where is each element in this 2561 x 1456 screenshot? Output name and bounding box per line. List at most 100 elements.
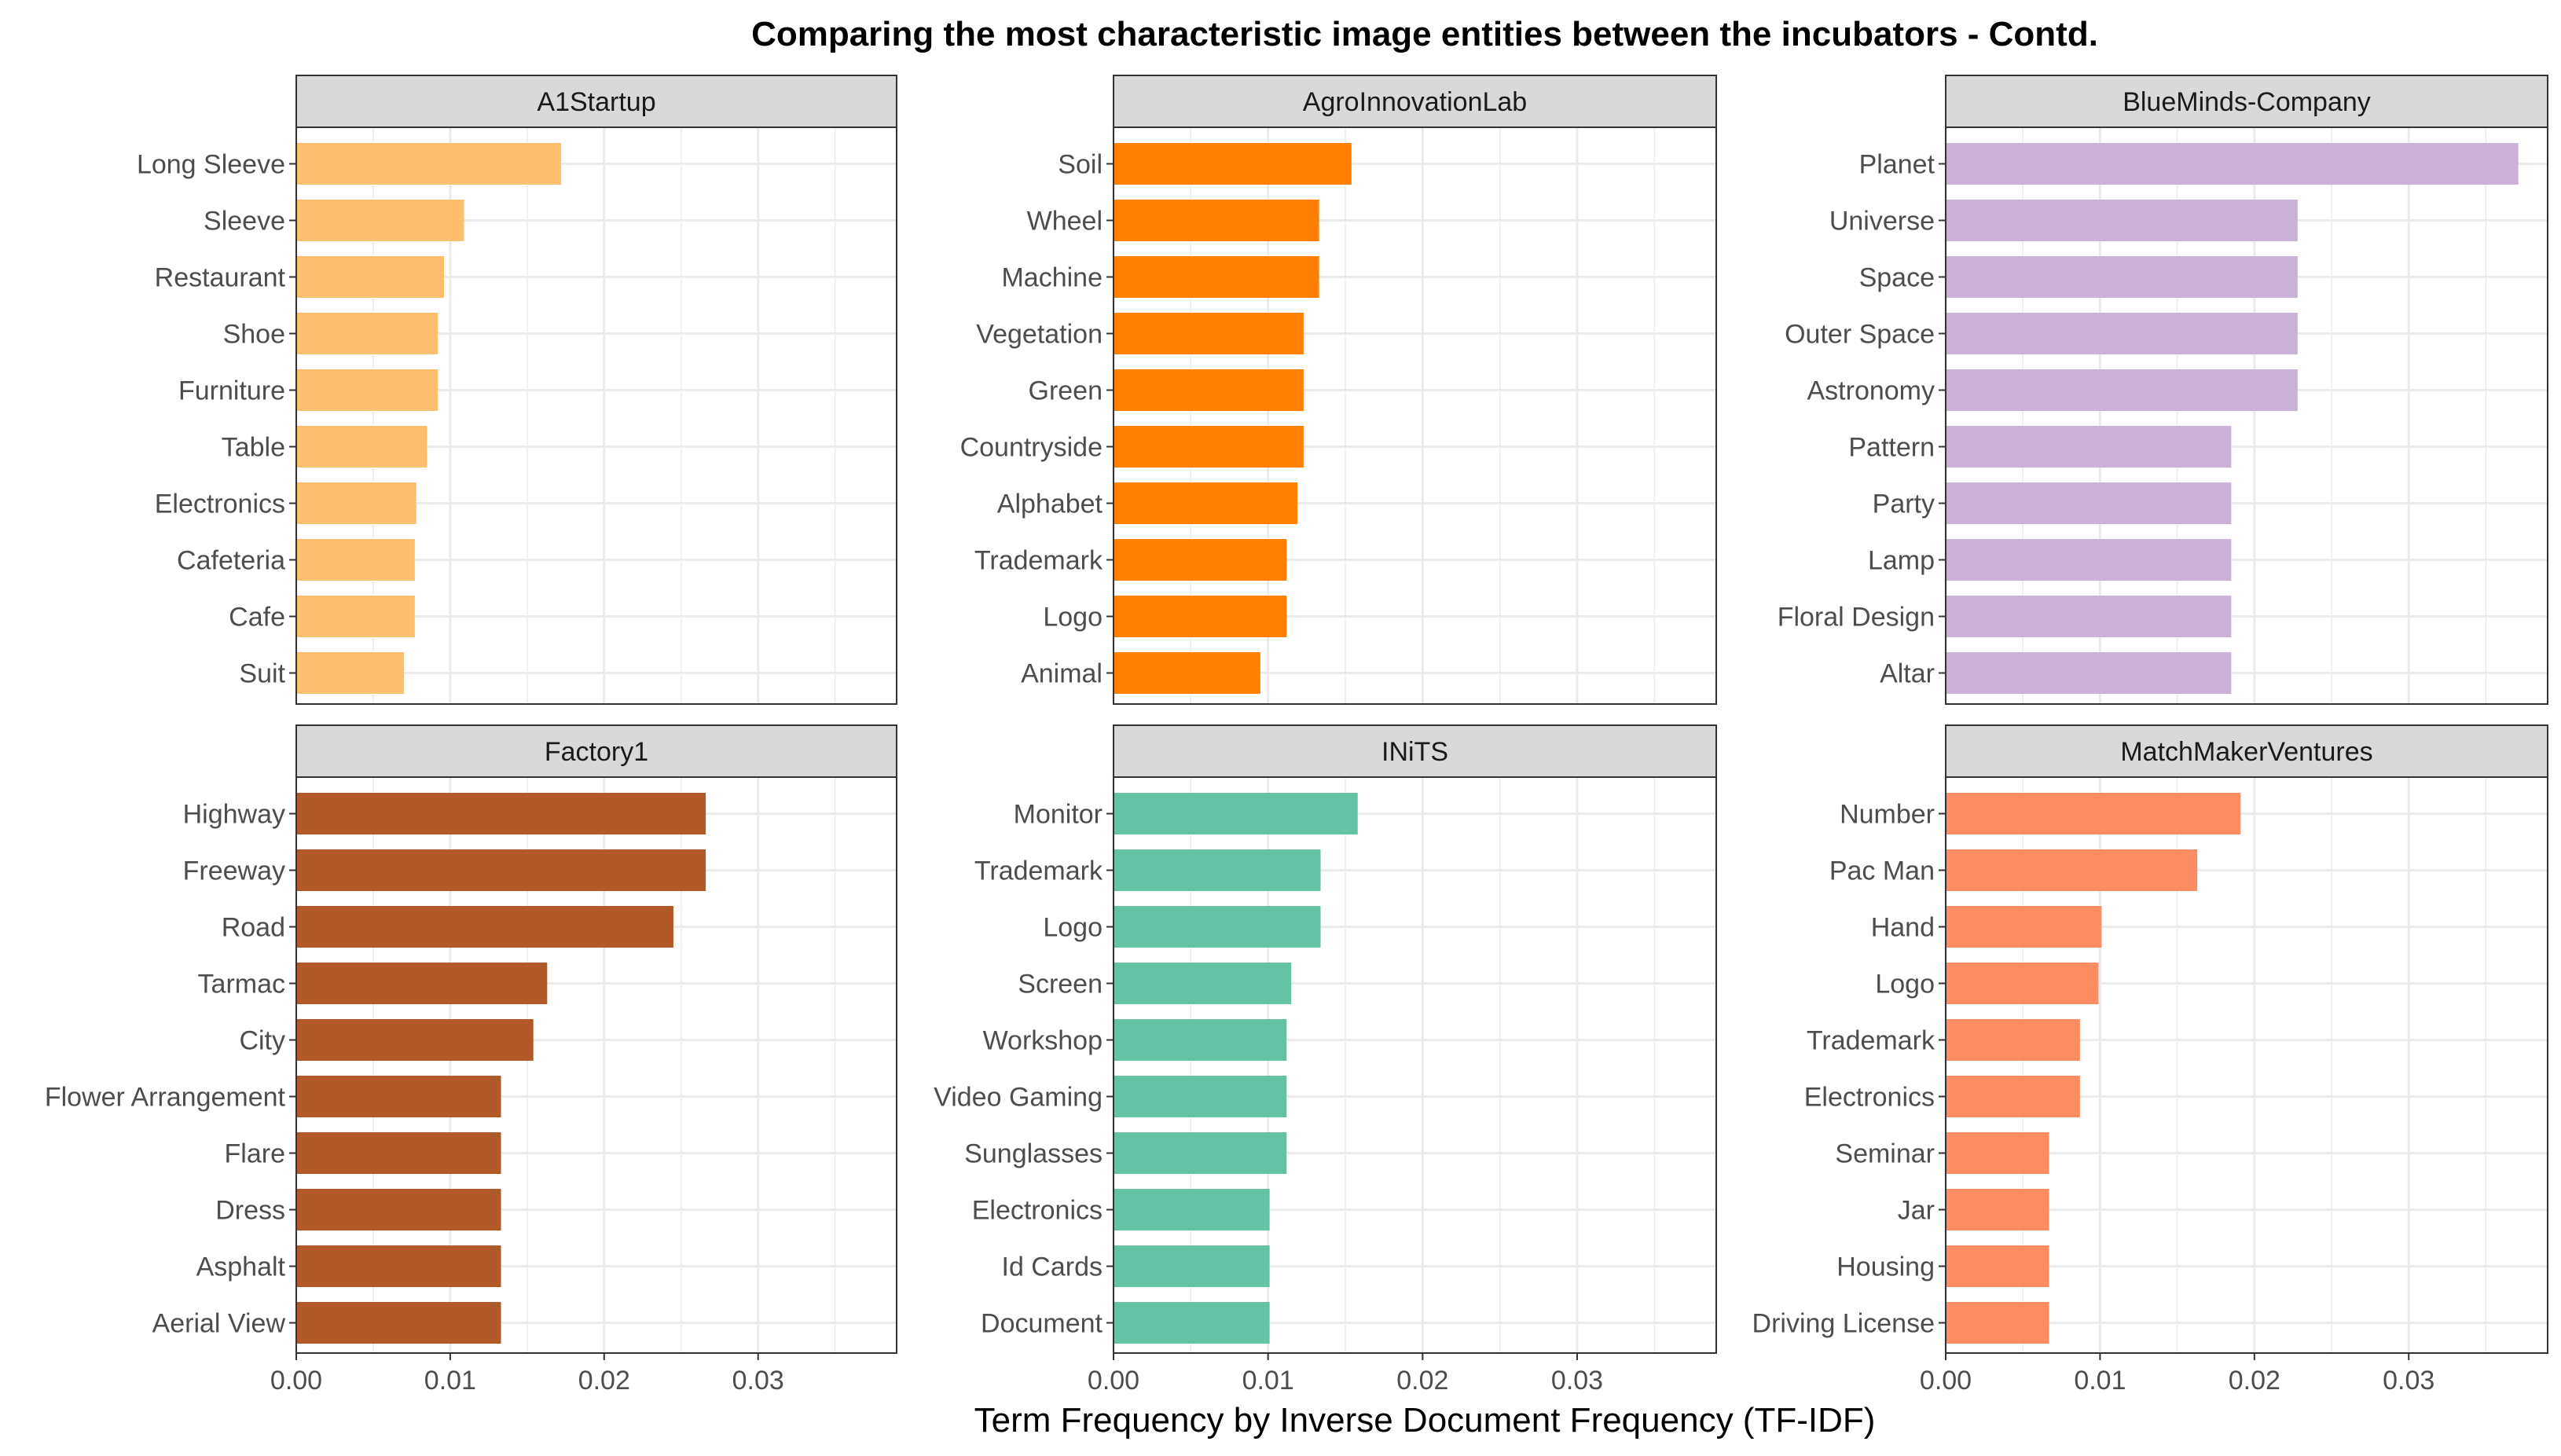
facet-strip — [1113, 75, 1717, 128]
bar-electronics — [1114, 1189, 1270, 1230]
y-tick-label: Restaurant — [155, 263, 286, 293]
y-tick-label: Trademark — [974, 546, 1103, 576]
facet-panels: A1Startup Long Sleeve Sleeve Restaurant Shoe… — [45, 75, 2548, 1395]
facet-strip — [1945, 75, 2548, 128]
y-tick-label: Freeway — [183, 856, 285, 886]
y-tick-label: Aerial View — [152, 1309, 286, 1339]
y-tick-label: Electronics — [155, 490, 285, 519]
panel-border — [1945, 127, 2548, 705]
y-tick-label: Asphalt — [196, 1252, 286, 1282]
bar-animal — [1114, 652, 1260, 694]
panel-border — [295, 776, 897, 1354]
x-tick-label: 0.00 — [270, 1366, 322, 1395]
bar-soil — [1114, 143, 1352, 185]
y-tick-label: Dress — [215, 1196, 285, 1226]
bar-cafeteria — [296, 539, 415, 581]
x-tick-label: 0.02 — [2229, 1366, 2280, 1395]
y-tick-label: Sleeve — [204, 207, 285, 237]
y-tick-label: Monitor — [1014, 800, 1103, 830]
bar-planet — [1946, 143, 2519, 185]
bar-monitor — [1114, 793, 1358, 834]
bar-astronomy — [1946, 369, 2298, 411]
y-tick-label: Flare — [225, 1139, 285, 1169]
facet-strip-label: BlueMinds-Company — [2123, 87, 2371, 117]
bar-logo — [1114, 596, 1287, 637]
bar-freeway — [296, 849, 706, 891]
y-tick-label: Planet — [1859, 150, 1935, 180]
y-tick-label: Trademark — [974, 856, 1103, 886]
bar-outer-space — [1946, 313, 2298, 354]
y-tick-label: Altar — [1880, 659, 1935, 689]
x-tick-label: 0.02 — [578, 1366, 630, 1395]
x-tick-label: 0.03 — [2383, 1366, 2434, 1395]
bar-highway — [296, 793, 706, 834]
bar-screen — [1114, 963, 1292, 1004]
bar-green — [1114, 369, 1304, 411]
bar-wheel — [1114, 200, 1319, 241]
facet-strip — [295, 724, 897, 778]
bar-id-cards — [1114, 1245, 1270, 1287]
y-tick-label: Floral Design — [1778, 603, 1935, 633]
facet-strip-label: INiTS — [1381, 737, 1448, 767]
bar-sleeve — [296, 200, 464, 241]
bar-electronics — [296, 482, 416, 524]
y-tick-label: Cafeteria — [177, 546, 285, 576]
y-tick-label: Logo — [1043, 913, 1103, 943]
facet-strip-label: A1Startup — [537, 87, 655, 117]
bar-floral-design — [1946, 596, 2232, 637]
bar-logo — [1946, 963, 2099, 1004]
y-tick-label: Tarmac — [198, 970, 285, 999]
x-tick-label: 0.03 — [1551, 1366, 1603, 1395]
facet-panel-agroinnovationlab: AgroInnovationLab Soil Wheel Machine Vegetat… — [960, 75, 1717, 705]
y-tick-label: Outer Space — [1785, 320, 1935, 350]
y-tick-label: City — [239, 1026, 285, 1056]
x-tick-label: 0.00 — [1088, 1366, 1139, 1395]
bar-seminar — [1946, 1132, 2049, 1174]
y-tick-label: Id Cards — [1002, 1252, 1103, 1282]
x-axis-title: Term Frequency by Inverse Document Frequ… — [974, 1401, 1876, 1439]
y-tick-label: Driving License — [1752, 1309, 1935, 1339]
bar-workshop — [1114, 1019, 1287, 1061]
bar-long-sleeve — [296, 143, 561, 185]
y-tick-label: Housing — [1836, 1252, 1935, 1282]
y-tick-label: Sunglasses — [964, 1139, 1103, 1169]
y-tick-label: Trademark — [1807, 1026, 1935, 1056]
bar-trademark — [1114, 849, 1321, 891]
bar-party — [1946, 482, 2232, 524]
bar-trademark — [1946, 1019, 2080, 1061]
bar-machine — [1114, 256, 1319, 298]
bar-furniture — [296, 369, 438, 411]
facet-panel-matchmakerventures: MatchMakerVentures Number Pac Man Hand Logo T… — [1752, 724, 2548, 1395]
bar-hand — [1946, 906, 2102, 948]
facet-strip — [1945, 724, 2548, 778]
y-tick-label: Long Sleeve — [137, 150, 285, 180]
y-tick-label: Pac Man — [1829, 856, 1935, 886]
x-tick-label: 0.01 — [424, 1366, 476, 1395]
bar-shoe — [296, 313, 438, 354]
facet-panel-inits: INiTS Monitor Trademark Logo Screen Workshop V… — [934, 724, 1717, 1395]
bar-sunglasses — [1114, 1132, 1287, 1174]
facet-panel-factory1: Factory1 Highway Freeway Road Tarmac City Flow… — [45, 724, 897, 1395]
y-tick-label: Suit — [239, 659, 285, 689]
bar-dress — [296, 1189, 501, 1230]
y-tick-label: Space — [1859, 263, 1935, 293]
x-tick-label: 0.01 — [2074, 1366, 2126, 1395]
bar-flare — [296, 1132, 501, 1174]
bar-video-gaming — [1114, 1076, 1287, 1117]
y-tick-label: Logo — [1875, 970, 1935, 999]
bar-altar — [1946, 652, 2232, 694]
x-tick-label: 0.02 — [1396, 1366, 1448, 1395]
y-tick-label: Pattern — [1848, 433, 1935, 463]
bar-asphalt — [296, 1245, 501, 1287]
y-tick-label: Logo — [1043, 603, 1103, 633]
y-tick-label: Soil — [1058, 150, 1103, 180]
y-tick-label: Electronics — [1804, 1083, 1935, 1113]
y-tick-label: Table — [222, 433, 285, 463]
bar-city — [296, 1019, 534, 1061]
facet-strip-label: AgroInnovationLab — [1303, 87, 1527, 117]
y-tick-label: Number — [1840, 800, 1935, 830]
y-tick-label: Highway — [183, 800, 285, 830]
bar-cafe — [296, 596, 415, 637]
y-tick-label: Workshop — [983, 1026, 1103, 1056]
